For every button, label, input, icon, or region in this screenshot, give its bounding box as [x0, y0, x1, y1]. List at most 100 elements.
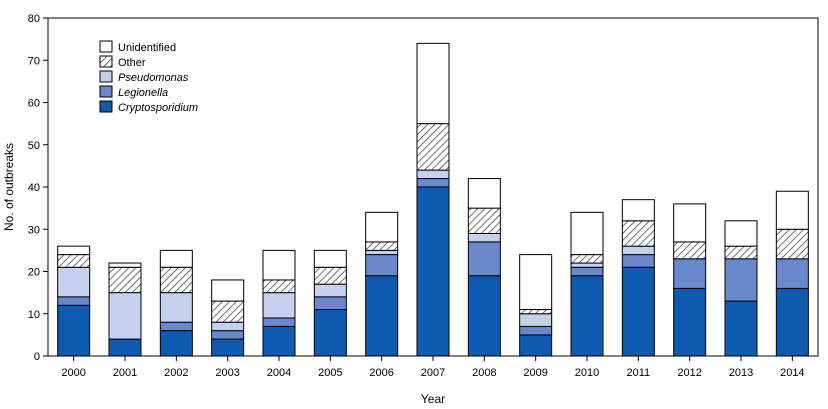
plot-area: 0 10 20 30 40 50 60 70 80 2000 2001 2002 2003 2004 200… — [28, 13, 819, 379]
bar-segment-cryptosporidium — [262, 325, 296, 357]
bar-segment-pseudomonas — [467, 232, 501, 243]
bar-segment-legionella — [570, 266, 604, 277]
bar-segment-unidentified — [519, 254, 553, 311]
bar-segment-legionella — [621, 254, 655, 268]
bar-segment-unidentified — [262, 249, 296, 281]
x-tick-label: 2010 — [575, 367, 599, 379]
bar-segment-other — [570, 254, 604, 264]
bar-segment-unidentified — [313, 249, 347, 268]
bar-segment-unidentified — [570, 211, 604, 256]
y-tick-label: 30 — [28, 224, 40, 236]
bar-segment-unidentified — [621, 199, 655, 222]
bar-segment-legionella — [724, 258, 758, 302]
x-tick-label: 2012 — [677, 367, 701, 379]
bar-segment-other — [673, 241, 707, 260]
bar-segment-unidentified — [211, 279, 245, 302]
x-tick-label: 2013 — [729, 367, 753, 379]
bar-segment-pseudomonas — [313, 283, 347, 298]
bar-segment-other — [211, 300, 245, 323]
bar-segment-cryptosporidium — [775, 287, 809, 357]
bar-segment-legionella — [57, 296, 91, 306]
x-tick-label: 2014 — [780, 367, 804, 379]
bar-segment-legionella — [211, 330, 245, 340]
legend-label-cryptosporidium: Cryptosporidium — [118, 102, 198, 114]
legend-swatch-pseudomonas — [99, 70, 113, 83]
bar-segment-unidentified — [724, 220, 758, 247]
x-tick-label: 2006 — [369, 367, 393, 379]
bar-segment-pseudomonas — [108, 292, 142, 340]
bar-segment-other — [724, 245, 758, 260]
bar-segment-unidentified — [108, 262, 142, 268]
bar-segment-legionella — [262, 317, 296, 327]
bar-segment-other — [519, 309, 553, 315]
bar-segment-other — [262, 279, 296, 294]
x-tick-label: 2000 — [61, 367, 85, 379]
bar-segment-other — [621, 220, 655, 247]
bar-segment-other — [775, 228, 809, 260]
legend-label-other: Other — [118, 57, 146, 69]
bar-segment-other — [365, 241, 399, 251]
bar-segment-cryptosporidium — [673, 287, 707, 357]
bar-segment-cryptosporidium — [570, 275, 604, 357]
legend-swatch-unidentified — [99, 40, 113, 53]
bar-segment-pseudomonas — [621, 245, 655, 256]
y-tick-label: 50 — [28, 140, 40, 152]
bar-segment-pseudomonas — [211, 321, 245, 332]
bar-segment-unidentified — [57, 245, 91, 256]
bar-segment-cryptosporidium — [313, 309, 347, 357]
x-tick-label: 2009 — [523, 367, 547, 379]
bar-segment-pseudomonas — [262, 292, 296, 319]
x-tick-label: 2011 — [627, 367, 651, 379]
bar-segment-cryptosporidium — [365, 275, 399, 357]
legend-label-unidentified: Unidentified — [118, 42, 176, 54]
bar-segment-other — [108, 266, 142, 294]
x-tick-label: 2008 — [472, 367, 496, 379]
bar-segment-unidentified — [159, 249, 193, 268]
bar-segment-other — [467, 207, 501, 234]
bar-segment-pseudomonas — [159, 292, 193, 323]
bar-segment-unidentified — [467, 178, 501, 209]
bar-segment-pseudomonas — [570, 262, 604, 268]
bar-segment-other — [57, 254, 91, 268]
bar-segment-legionella — [673, 258, 707, 289]
bar-segment-cryptosporidium — [159, 330, 193, 357]
bar-segment-legionella — [775, 258, 809, 289]
legend-swatch-other — [99, 55, 113, 68]
x-tick-label: 2001 — [113, 367, 137, 379]
bar-segment-pseudomonas — [519, 313, 553, 327]
bar-segment-cryptosporidium — [108, 338, 142, 357]
bar-segment-other — [416, 123, 450, 171]
y-tick-label: 10 — [28, 309, 40, 321]
bar-segment-unidentified — [416, 42, 450, 125]
bar-segment-other — [159, 266, 193, 294]
legend-swatch-legionella — [99, 85, 113, 98]
bar-segment-pseudomonas — [416, 169, 450, 180]
bar-segment-legionella — [365, 254, 399, 277]
bar-segment-cryptosporidium — [57, 304, 91, 357]
y-tick-label: 60 — [28, 98, 40, 110]
legend-label-legionella: Legionella — [118, 87, 168, 99]
y-axis-title: No. of outbreaks — [2, 143, 16, 231]
x-tick-label: 2007 — [421, 367, 445, 379]
legend-label-pseudomonas: Pseudomonas — [118, 72, 189, 84]
bar-segment-legionella — [416, 178, 450, 188]
x-tick-label: 2002 — [164, 367, 188, 379]
bar-segment-unidentified — [673, 203, 707, 243]
bar-segment-pseudomonas — [57, 266, 91, 298]
x-axis-title: Year — [421, 392, 445, 406]
x-tick-label: 2003 — [215, 367, 239, 379]
bar-segment-unidentified — [365, 211, 399, 243]
y-tick-label: 80 — [28, 13, 40, 25]
y-tick-label: 70 — [28, 55, 40, 67]
bar-segment-unidentified — [775, 190, 809, 230]
legend: Unidentified Other Pseudomonas Legionella Cr… — [99, 40, 198, 114]
bar-segment-cryptosporidium — [467, 275, 501, 357]
legend-swatch-cryptosporidium — [99, 100, 113, 113]
bar-segment-cryptosporidium — [724, 300, 758, 357]
bar-segment-cryptosporidium — [621, 266, 655, 357]
y-tick-label: 0 — [34, 351, 40, 363]
bar-segment-pseudomonas — [365, 249, 399, 256]
bars-group — [57, 42, 809, 357]
bar-segment-legionella — [519, 325, 553, 336]
